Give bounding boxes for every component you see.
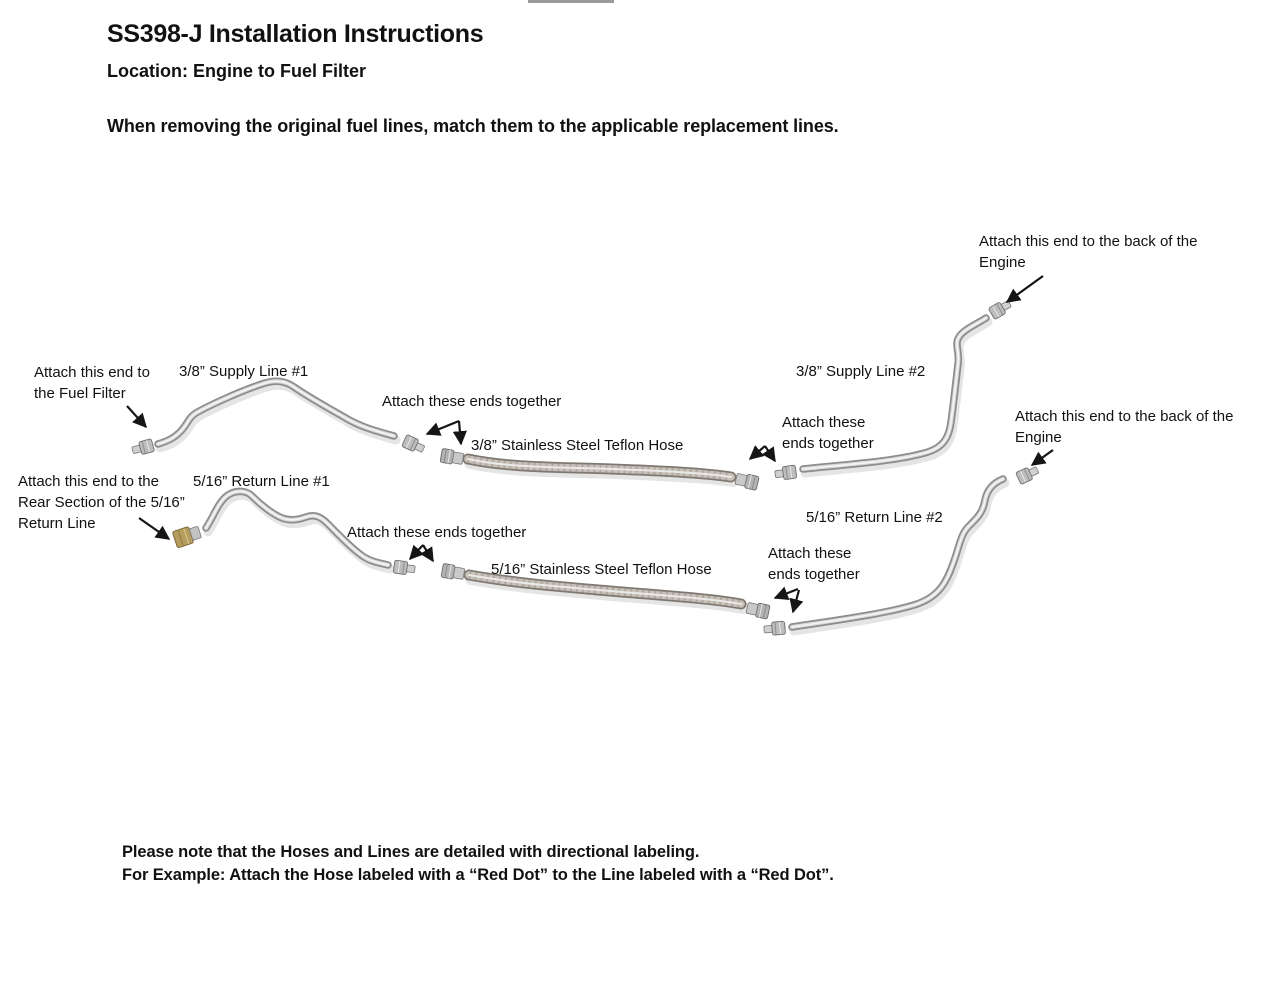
label-hose-38: 3/8” Stainless Steel Teflon Hose [471, 437, 684, 454]
arrow-rear-section-icon [138, 517, 171, 540]
arrow-fuel-filter-icon [126, 405, 147, 429]
location-subtitle: Location: Engine to Fuel Filter [107, 61, 366, 81]
return2-hose-end-fitting-icon [762, 620, 787, 637]
supply1-fuel-filter-fitting-icon [130, 438, 156, 458]
callout-attach-ends-3: Attach these ends together [347, 524, 527, 541]
arrow-attach3-right-icon [420, 544, 434, 563]
cropped-header-artifact [528, 0, 614, 3]
arrow-attach4-left-icon [773, 586, 799, 600]
arrow-attach2-left-icon [748, 445, 766, 460]
callout-rear-section: Attach this end to the Rear Section of t… [18, 473, 185, 532]
page-title: SS398-J Installation Instructions [107, 20, 484, 48]
callout-attach-ends-4: Attach these ends together [768, 545, 860, 583]
hose516-left-nut-icon [440, 562, 466, 582]
return1-hose-end-fitting-icon [392, 559, 417, 577]
label-return-line-2: 5/16” Return Line #2 [806, 509, 943, 526]
hose516-right-nut-icon [745, 600, 771, 620]
arrow-attach4-down-icon [789, 589, 804, 614]
footnote: Please note that the Hoses and Lines are… [122, 841, 834, 887]
callout-fuel-filter: Attach this end to the Fuel Filter [34, 364, 150, 402]
callout-arrows [126, 275, 1054, 614]
intro-text: When removing the original fuel lines, m… [107, 116, 839, 136]
footnote-line-2: For Example: Attach the Hose labeled wit… [122, 866, 834, 884]
label-hose-516: 5/16” Stainless Steel Teflon Hose [491, 561, 712, 578]
hose38-right-nut-icon [734, 471, 760, 491]
arrow-engine-back-1-icon [1005, 275, 1044, 303]
callout-engine-back-1: Attach this end to the back of the Engin… [979, 233, 1198, 271]
arrow-attach1-right-icon [452, 420, 468, 446]
label-supply-line-1: 3/8” Supply Line #1 [179, 363, 309, 380]
arrow-attach1-left-icon [425, 419, 460, 436]
return2-engine-fitting-icon [1015, 463, 1041, 486]
label-return-line-1: 5/16” Return Line #1 [193, 473, 330, 490]
supply2-hose-end-fitting-icon [773, 464, 798, 482]
arrow-engine-back-2-icon [1030, 449, 1054, 466]
footnote-line-1: Please note that the Hoses and Lines are… [122, 843, 700, 861]
arrow-attach2-right-icon [761, 445, 776, 463]
hose38-left-nut-icon [439, 447, 465, 467]
callout-engine-back-2: Attach this end to the back of the Engin… [1015, 408, 1234, 446]
arrow-attach3-left-icon [409, 544, 424, 561]
callout-attach-ends-2: Attach these ends together [782, 414, 874, 452]
supply1-hose-end-fitting-icon [401, 433, 427, 456]
label-supply-line-2: 3/8” Supply Line #2 [796, 363, 926, 380]
callout-attach-ends-1: Attach these ends together [382, 393, 562, 410]
